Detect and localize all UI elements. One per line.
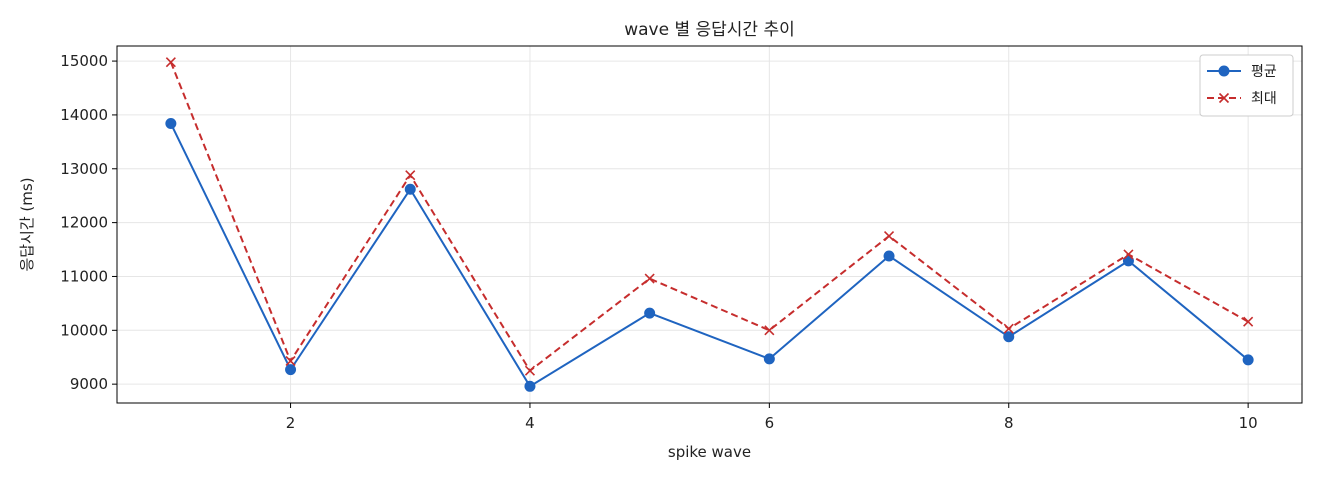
- data-point: [1243, 316, 1254, 327]
- y-tick-label: 15000: [60, 52, 108, 70]
- data-point: [405, 170, 416, 181]
- series-layer: [165, 57, 1254, 392]
- data-point: [1003, 331, 1015, 343]
- y-tick-label: 12000: [60, 214, 108, 232]
- x-axis-label: spike wave: [668, 443, 751, 461]
- y-tick-label: 14000: [60, 106, 108, 124]
- data-point: [1123, 249, 1134, 260]
- x-tick-label: 6: [765, 414, 775, 432]
- series-2: [165, 57, 1254, 376]
- grid-layer: [117, 46, 1302, 403]
- x-tick-label: 8: [1004, 414, 1014, 432]
- legend-item: 평균: [1207, 64, 1277, 80]
- y-axis-label: 응답시간 (ms): [18, 177, 36, 271]
- x-tick-label: 10: [1239, 414, 1258, 432]
- legend-label: 평균: [1251, 64, 1277, 80]
- series-line: [169, 61, 1249, 372]
- series-line: [169, 123, 1249, 388]
- legend-item: 최대: [1207, 91, 1277, 107]
- data-point: [883, 231, 895, 242]
- y-tick-label: 11000: [60, 267, 108, 285]
- legend-marker: [1218, 92, 1230, 104]
- data-point: [764, 325, 775, 336]
- x-axis: 2 4 6 8 10: [286, 403, 1258, 432]
- data-point: [285, 364, 297, 376]
- plot-area-frame: [116, 45, 1303, 404]
- data-point: [1122, 255, 1134, 267]
- legend-marker: [1218, 65, 1230, 77]
- data-point: [524, 365, 536, 376]
- data-point: [165, 118, 177, 130]
- y-tick-label: 13000: [60, 160, 108, 178]
- chart-title: wave 별 응답시간 추이: [624, 20, 795, 40]
- data-point: [165, 57, 176, 68]
- data-point: [883, 250, 895, 262]
- data-point: [1003, 323, 1014, 334]
- legend-frame: [1199, 54, 1294, 117]
- x-tick-label: 4: [525, 414, 535, 432]
- data-point: [1242, 354, 1254, 366]
- series-1: [165, 118, 1254, 392]
- y-tick-label: 9000: [70, 375, 108, 393]
- data-point: [644, 273, 655, 284]
- data-point: [285, 355, 296, 367]
- x-tick-label: 2: [286, 414, 296, 432]
- data-point: [644, 307, 656, 319]
- data-point: [524, 380, 536, 392]
- y-tick-label: 10000: [60, 321, 108, 339]
- y-axis: 9000 10000 11000 12000 13000 14000 15000: [60, 52, 117, 393]
- data-point: [404, 183, 416, 195]
- data-point: [763, 353, 775, 365]
- legend-label: 최대: [1251, 91, 1277, 107]
